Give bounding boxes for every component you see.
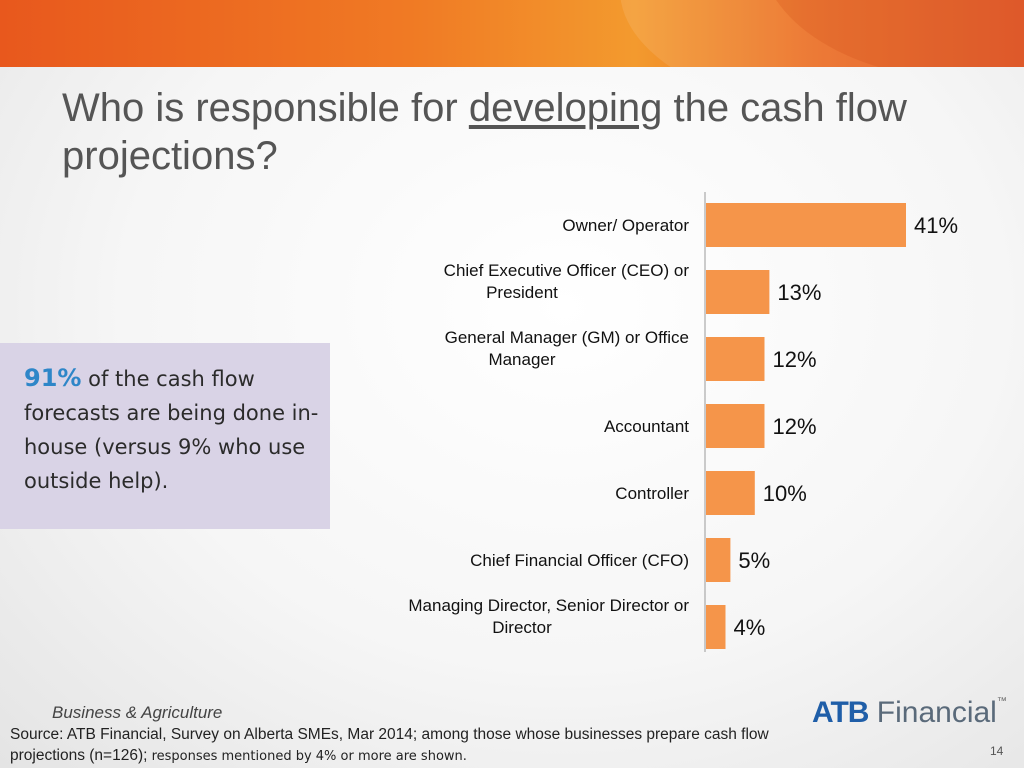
bar-3 — [706, 404, 765, 448]
title-emphasis: developing — [468, 86, 663, 130]
category-label-1: Chief Executive Officer (CEO) or Presiden… — [444, 261, 690, 302]
bar-4 — [706, 471, 755, 515]
logo-brand: ATB — [812, 696, 869, 729]
bar-0 — [706, 203, 906, 247]
category-label-4: Controller — [615, 484, 689, 503]
logo-suffix: Financial — [868, 696, 997, 729]
value-label-6: 4% — [734, 615, 766, 640]
logo-tm: ™ — [996, 696, 1007, 707]
source-main: Source: ATB Financial, Survey on Alberta… — [10, 726, 769, 764]
category-label-3: Accountant — [604, 417, 689, 436]
value-label-1: 13% — [777, 280, 821, 305]
footer-sector: Business & Agriculture — [52, 703, 223, 722]
value-label-4: 10% — [763, 481, 807, 506]
source-note: responses mentioned by 4% or more are sh… — [147, 749, 467, 764]
page-title: Who is responsible for developing the ca… — [62, 84, 962, 180]
value-label-3: 12% — [773, 414, 817, 439]
bar-1 — [706, 270, 770, 314]
callout-highlight: 91% — [24, 364, 82, 392]
bar-5 — [706, 538, 731, 582]
callout-box: 91% of the cash flow forecasts are being… — [0, 343, 330, 529]
value-label-2: 12% — [773, 347, 817, 372]
title-part-1: Who is responsible for — [62, 86, 469, 130]
category-label-6: Managing Director, Senior Director or Dir… — [408, 596, 689, 637]
footer-source: Source: ATB Financial, Survey on Alberta… — [10, 724, 810, 767]
bar-2 — [706, 337, 765, 381]
category-label-5: Chief Financial Officer (CFO) — [470, 551, 689, 570]
page-number: 14 — [990, 744, 1004, 758]
title-part-2: the cash flow projections? — [62, 86, 907, 178]
category-label-2: General Manager (GM) or Office Manager — [445, 328, 689, 369]
value-label-0: 41% — [914, 213, 958, 238]
banner-swoosh — [620, 0, 1024, 67]
category-label-0: Owner/ Operator — [562, 216, 689, 235]
bar-6 — [706, 605, 726, 649]
top-banner — [0, 0, 1024, 67]
atb-financial-logo: ATB Financial™ — [812, 696, 1007, 732]
chart-marks: 41% Owner/ Operator 13% Chief Executive Off… — [408, 203, 958, 649]
callout-text: of the cash flow forecasts are being don… — [24, 367, 319, 493]
value-label-5: 5% — [738, 548, 770, 573]
